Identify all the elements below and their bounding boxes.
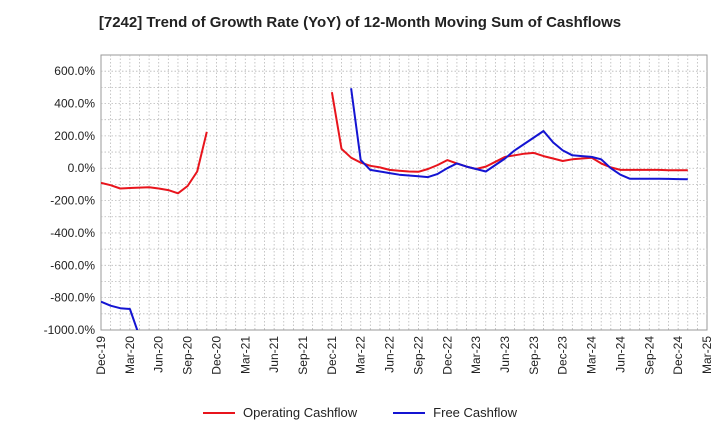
x-tick-label: Dec-21 xyxy=(325,336,339,375)
x-tick-label: Jun-22 xyxy=(383,336,397,373)
legend-swatch-free xyxy=(393,411,426,414)
x-tick-label: Mar-24 xyxy=(585,336,599,374)
x-tick-label: Dec-23 xyxy=(556,336,570,375)
x-tick-label: Sep-21 xyxy=(296,336,310,375)
chart-title: [7242] Trend of Growth Rate (YoY) of 12-… xyxy=(98,14,622,31)
x-tick-label: Sep-23 xyxy=(527,336,541,375)
y-tick-label: 400.0% xyxy=(54,97,95,111)
x-tick-label: Dec-19 xyxy=(94,336,108,375)
x-tick-label: Mar-20 xyxy=(123,336,137,374)
legend: Operating Cashflow Free Cashflow xyxy=(0,405,720,420)
x-tick-label: Dec-22 xyxy=(440,336,454,375)
x-tick-label: Jun-23 xyxy=(498,336,512,373)
y-tick-label: -400.0% xyxy=(50,226,95,240)
x-tick-label: Dec-24 xyxy=(671,336,685,375)
x-tick-label: Jun-24 xyxy=(613,336,627,373)
x-tick-label: Mar-25 xyxy=(700,336,714,374)
grid-layer xyxy=(100,54,708,331)
axis-layer: 600.0% 400.0% 200.0% 0.0% -200.0% -400.0% -600… xyxy=(44,64,714,375)
x-tick-label: Mar-21 xyxy=(238,336,252,374)
series-layer xyxy=(101,88,688,330)
x-tick-label: Jun-21 xyxy=(267,336,281,373)
x-tick-label: Mar-22 xyxy=(354,336,368,374)
legend-label-free: Free Cashflow xyxy=(433,405,517,420)
legend-swatch-operating xyxy=(203,411,235,414)
series-line-free-cashflow xyxy=(101,88,688,330)
plot-area xyxy=(100,54,708,331)
x-tick-label: Dec-20 xyxy=(209,336,223,375)
y-tick-label: 200.0% xyxy=(54,129,95,143)
x-tick-label: Mar-23 xyxy=(469,336,483,374)
legend-label-operating: Operating Cashflow xyxy=(243,405,358,420)
x-tick-label: Jun-20 xyxy=(152,336,166,373)
y-tick-label: -800.0% xyxy=(50,291,95,305)
x-tick-label: Sep-24 xyxy=(642,336,656,375)
x-tick-label: Sep-20 xyxy=(181,336,195,375)
y-tick-label: 0.0% xyxy=(68,161,96,175)
y-tick-label: -1000.0% xyxy=(44,323,96,337)
y-tick-label: -200.0% xyxy=(50,194,95,208)
y-tick-label: 600.0% xyxy=(54,64,95,78)
y-tick-label: -600.0% xyxy=(50,258,95,272)
legend-item-free: Free Cashflow xyxy=(393,405,517,420)
x-tick-label: Sep-22 xyxy=(411,336,425,375)
legend-item-operating: Operating Cashflow xyxy=(203,405,357,420)
series-line-operating-cashflow xyxy=(101,92,688,195)
